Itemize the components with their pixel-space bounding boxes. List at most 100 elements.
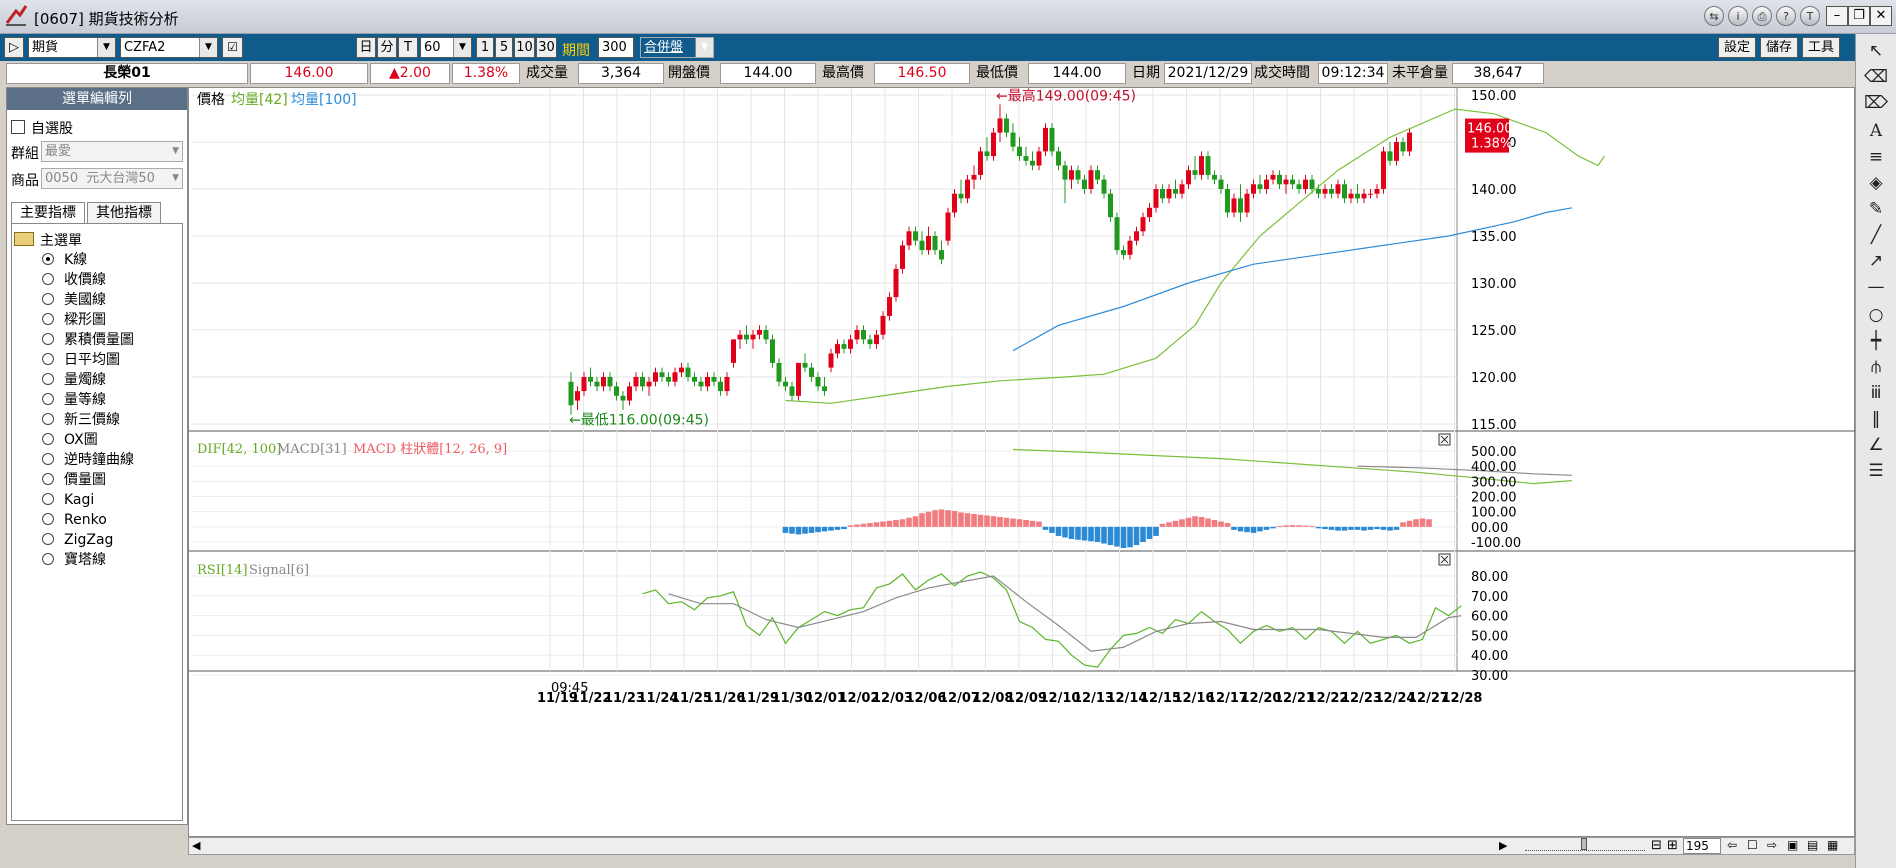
horizontal-line-icon[interactable]: —: [1867, 277, 1885, 297]
indicator-item-label: 價量圖: [64, 472, 106, 488]
export-icon[interactable]: ▤: [1807, 838, 1819, 852]
eraser-icon[interactable]: ⌫: [1863, 67, 1889, 87]
macd-bar: [1159, 523, 1166, 527]
zoom-input[interactable]: 195: [1683, 838, 1721, 854]
restore-button[interactable]: ❐: [1848, 6, 1870, 26]
next-icon[interactable]: ⇨: [1767, 838, 1778, 852]
info-icon[interactable]: i: [1728, 6, 1748, 26]
indicator-item[interactable]: OX圖: [42, 430, 98, 450]
product-select[interactable]: 0050 元大台灣50 ▼: [41, 168, 183, 189]
period-1-button[interactable]: 1: [476, 37, 494, 58]
fan-tool-icon[interactable]: ∠: [1868, 435, 1884, 455]
macd-bar: [1400, 522, 1406, 527]
help-icon[interactable]: ?: [1776, 6, 1796, 26]
indicator-item[interactable]: 日平均圖: [42, 350, 120, 370]
indicator-item[interactable]: 累積價量圖: [42, 330, 134, 350]
square-icon[interactable]: ☐: [1747, 838, 1758, 852]
layout-icon[interactable]: ▦: [1827, 838, 1839, 852]
market-select[interactable]: 期貨 ▼: [28, 37, 116, 58]
macd-bar: [951, 510, 958, 527]
indicator-item[interactable]: 價量圖: [42, 470, 106, 490]
macd-bar: [1302, 525, 1309, 527]
indicator-item[interactable]: K線: [42, 250, 87, 270]
period-30-button[interactable]: 30: [536, 37, 557, 58]
tip-icon[interactable]: T: [1800, 6, 1820, 26]
period-10-button[interactable]: 10: [514, 37, 535, 58]
scroll-left-icon[interactable]: ◀: [192, 839, 201, 852]
minimize-button[interactable]: –: [1826, 6, 1848, 26]
prev-icon[interactable]: ⇦: [1727, 838, 1738, 852]
cycle-lines-icon[interactable]: ‖: [1871, 409, 1881, 429]
indicator-item[interactable]: Kagi: [42, 490, 94, 510]
scroll-right-icon[interactable]: ▶: [1499, 839, 1508, 852]
circle-tool-icon[interactable]: ○: [1868, 305, 1884, 325]
close-rsi-panel-icon[interactable]: [1438, 553, 1451, 566]
macd-bar: [1374, 526, 1380, 530]
zoom-out-icon[interactable]: ⊟: [1651, 838, 1662, 853]
indicator-item[interactable]: 美國線: [42, 290, 106, 310]
line-tool-icon[interactable]: ╱: [1870, 225, 1882, 245]
zoom-in-icon[interactable]: ⊞: [1667, 838, 1678, 853]
vertical-tool-icon[interactable]: ┿: [1870, 331, 1882, 351]
indicator-item[interactable]: 量燭線: [42, 370, 106, 390]
tick-button[interactable]: T: [398, 37, 418, 58]
zoom-slider-thumb[interactable]: [1581, 838, 1587, 850]
palette-icon[interactable]: ◈: [1869, 173, 1883, 193]
indicator-item[interactable]: 新三價線: [42, 410, 120, 430]
text-tool-icon[interactable]: A: [1869, 121, 1883, 141]
merge-select[interactable]: 合併盤 ▼: [640, 37, 714, 58]
indicator-item[interactable]: ZigZag: [42, 530, 113, 550]
macd-bar: [906, 517, 912, 527]
horizontal-scrollbar[interactable]: ◀ ▶ ⊟ ⊞ 195 ⇦ ☐ ⇨ ▣ ▤ ▦: [188, 837, 1855, 855]
candle-body: [822, 386, 827, 392]
candle-body: [1374, 189, 1380, 194]
macd-bar: [1237, 526, 1244, 532]
macd-bar: [1231, 526, 1237, 530]
save-chart-icon[interactable]: ▣: [1787, 838, 1799, 852]
range-input[interactable]: 300: [598, 37, 634, 58]
indicator-item[interactable]: 逆時鐘曲線: [42, 450, 134, 470]
day-button[interactable]: 日: [356, 37, 376, 58]
symbol-select[interactable]: CZFA2 ▼: [120, 37, 218, 58]
macd-bar: [990, 516, 997, 527]
close-macd-panel-icon[interactable]: [1438, 433, 1451, 446]
candle-body: [640, 377, 645, 387]
menu-lines-icon[interactable]: ≡: [1868, 147, 1884, 167]
pen-icon[interactable]: ✎: [1868, 199, 1884, 219]
indicator-item[interactable]: 量等線: [42, 390, 106, 410]
period-5-button[interactable]: 5: [495, 37, 513, 58]
fork-tool-icon[interactable]: ⫛: [1870, 357, 1882, 377]
minute-button[interactable]: 分: [377, 37, 397, 58]
fibonacci-icon[interactable]: ⅲ: [1870, 383, 1882, 403]
macd-bar: [841, 526, 847, 530]
pointer-icon[interactable]: ↖: [1868, 41, 1884, 61]
radio-icon: [42, 313, 54, 325]
period-select[interactable]: 60 ▼: [420, 37, 472, 58]
link-icon[interactable]: ⇆: [1704, 6, 1724, 26]
watchlist-checkbox[interactable]: 自選股: [11, 118, 73, 138]
macd-bar: [795, 526, 802, 535]
macd-bar: [1244, 526, 1250, 533]
indicator-item[interactable]: 樑形圖: [42, 310, 106, 330]
ruler-icon[interactable]: ☰: [1868, 461, 1884, 481]
indicator-item[interactable]: 收價線: [42, 270, 106, 290]
group-select[interactable]: 最愛 ▼: [41, 141, 183, 162]
zoom-slider[interactable]: [1525, 838, 1645, 851]
indicator-item[interactable]: Renko: [42, 510, 107, 530]
play-button[interactable]: ▷: [4, 37, 24, 58]
tab-other-indicators[interactable]: 其他指標: [87, 202, 161, 224]
tab-main-indicators[interactable]: 主要指標: [11, 202, 85, 224]
print-icon[interactable]: ⎙: [1752, 6, 1772, 26]
settings-button[interactable]: 設定: [1718, 37, 1756, 58]
tree-root[interactable]: 主選單: [14, 230, 82, 250]
candle-body: [1368, 193, 1373, 195]
save-button[interactable]: 儲存: [1760, 37, 1798, 58]
indicator-item[interactable]: 寶塔線: [42, 550, 106, 570]
ray-tool-icon[interactable]: ↗: [1868, 251, 1884, 271]
eraser-all-icon[interactable]: ⌦: [1863, 93, 1889, 113]
close-button[interactable]: ✕: [1870, 6, 1892, 26]
candle-body: [724, 377, 730, 392]
candle-body: [802, 362, 808, 368]
tools-button[interactable]: 工具: [1802, 37, 1840, 58]
checkbox-toggle[interactable]: ☑: [222, 37, 243, 58]
